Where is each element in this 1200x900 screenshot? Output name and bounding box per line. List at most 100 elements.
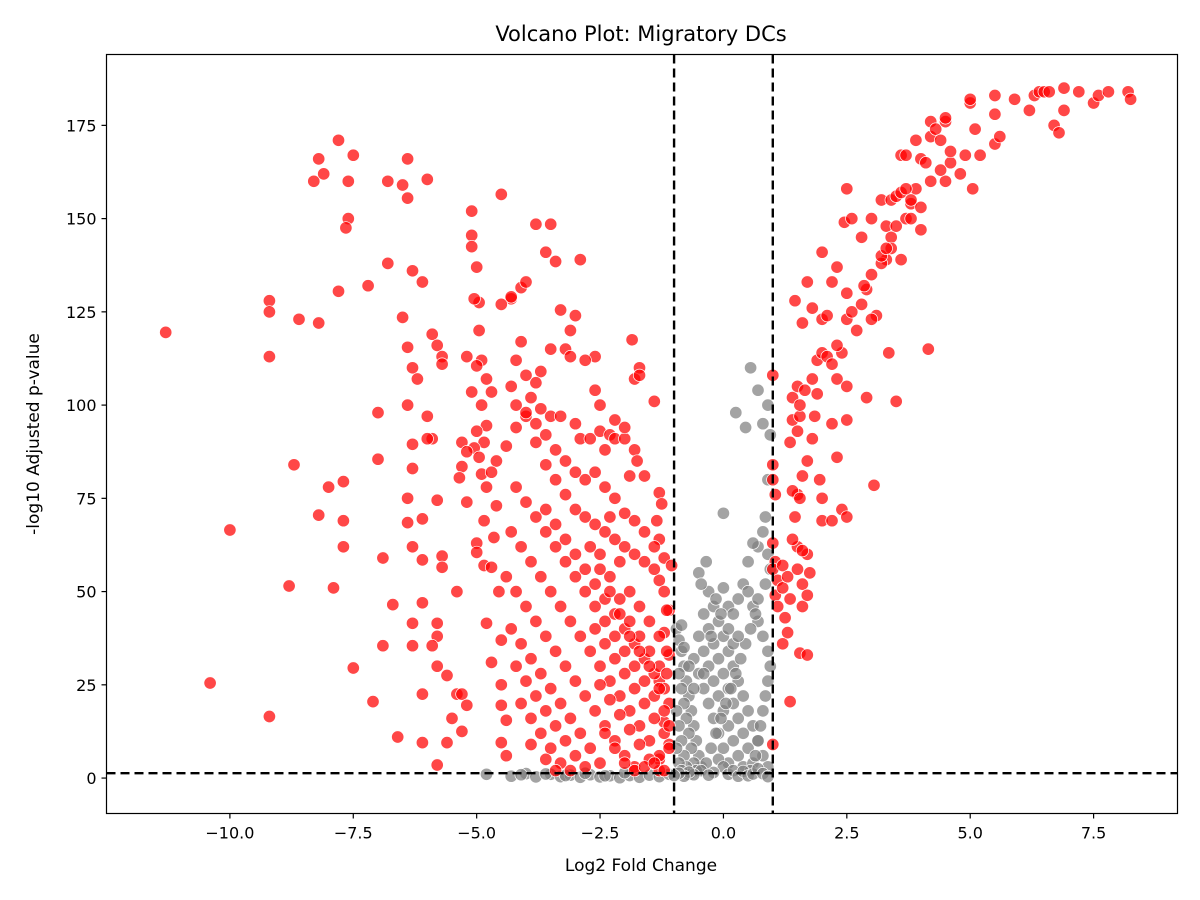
significant-point [514,637,528,651]
significant-point [578,689,592,703]
nonsignificant-point [692,566,706,580]
nonsignificant-point [736,726,750,740]
significant-point [287,458,301,472]
significant-point [800,648,814,662]
significant-point [660,603,674,617]
significant-point [405,540,420,554]
nonsignificant-point [744,361,758,375]
nonsignificant-point [598,769,612,783]
significant-point [618,420,632,435]
significant-point [475,398,489,412]
significant-point [445,711,459,725]
significant-point [568,749,582,763]
significant-point [583,432,597,446]
significant-point [623,723,637,737]
significant-point [524,652,538,666]
significant-point [650,514,664,528]
significant-point [810,387,824,401]
significant-point [613,555,627,569]
threshold-lines [106,54,1178,814]
significant-point [899,182,913,196]
significant-point [440,668,454,683]
significant-point [845,305,859,319]
significant-point [993,130,1007,144]
significant-point [563,764,577,778]
significant-point [628,547,642,561]
nonsignificant-point [758,689,772,703]
significant-point [593,678,607,692]
significant-point [652,682,666,696]
significant-point [519,275,533,289]
significant-point [455,460,469,474]
significant-point [514,540,528,554]
significant-point [544,741,558,755]
significant-point [963,92,977,106]
significant-point [598,614,612,628]
significant-point [460,698,474,712]
significant-point [830,338,844,352]
significant-point [778,611,792,625]
significant-point [588,599,602,614]
significant-point [855,297,869,311]
nonsignificant-point [761,644,775,658]
nonsignificant-point [714,711,728,725]
significant-point [430,493,444,507]
significant-point [494,633,508,647]
significant-point [593,659,607,673]
nonsignificant-point [709,592,723,606]
significant-point [477,435,491,449]
significant-point [504,622,518,636]
significant-point [588,622,602,636]
significant-point [467,292,481,306]
significant-point [845,212,859,226]
significant-point [479,372,494,386]
significant-point [472,450,486,464]
significant-point [499,570,513,584]
nonsignificant-point [716,581,730,595]
significant-point [588,465,602,479]
significant-point [647,711,661,725]
significant-point [558,555,573,569]
significant-point [509,480,523,494]
x-tick-label: −2.5 [581,824,620,843]
significant-point [544,217,558,231]
significant-point [857,279,871,293]
significant-point [465,204,479,218]
significant-point [312,152,326,166]
significant-point [415,596,429,610]
significant-point [603,585,617,599]
plot-frame [105,53,1179,815]
significant-point [514,696,528,711]
significant-point [803,566,817,580]
significant-point [539,245,553,259]
significant-point [578,473,592,487]
significant-point [637,696,652,711]
significant-point [499,439,513,453]
significant-point [657,585,671,599]
significant-point [292,312,306,326]
x-axis-title: Log2 Fold Change [565,856,717,876]
nonsignificant-point [697,607,711,621]
significant-point [346,148,360,162]
significant-point [477,514,491,528]
significant-point [331,284,346,298]
significant-point [603,693,617,707]
nonsignificant-point [753,719,768,733]
significant-point [376,551,390,565]
y-tick-label: 125 [66,303,97,322]
significant-point [420,409,434,423]
significant-point [884,230,898,244]
significant-point [401,398,415,412]
significant-point [563,711,577,725]
significant-point [509,420,523,435]
significant-point [361,279,375,293]
significant-point [628,514,642,528]
significant-point [396,310,410,324]
significant-point [840,413,854,427]
significant-point [929,122,943,136]
significant-point [544,682,558,696]
significant-point [909,133,923,147]
significant-point [539,458,553,472]
significant-point [830,372,844,386]
significant-point [558,454,573,468]
